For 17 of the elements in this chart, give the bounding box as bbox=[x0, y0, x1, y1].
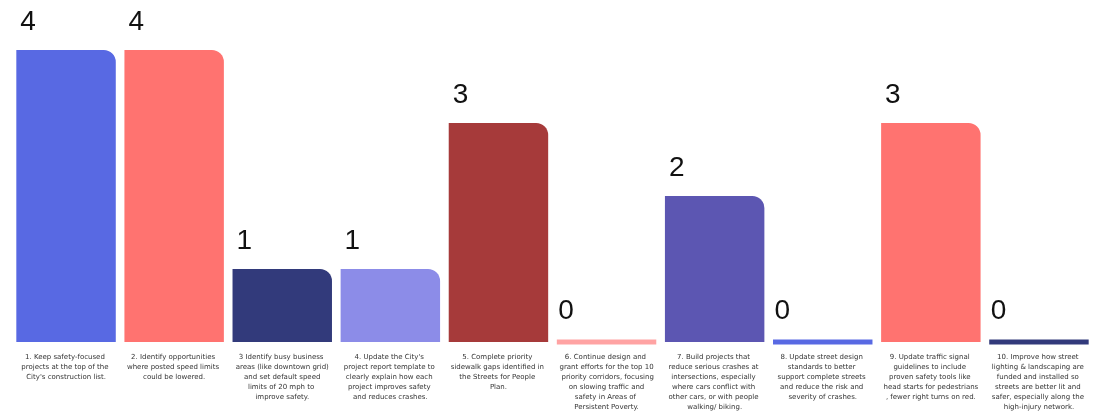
data-label: 4 bbox=[20, 4, 36, 36]
bar bbox=[664, 196, 765, 342]
data-label: 0 bbox=[990, 294, 1007, 325]
data-label: 3 bbox=[452, 77, 469, 109]
bar bbox=[232, 269, 332, 342]
data-label: 0 bbox=[774, 294, 791, 325]
bar bbox=[340, 269, 441, 342]
data-label: 0 bbox=[558, 294, 574, 325]
bar bbox=[881, 123, 981, 342]
data-label: 2 bbox=[668, 150, 685, 182]
bar bbox=[124, 50, 224, 342]
data-label: 1 bbox=[344, 223, 361, 255]
data-label: 3 bbox=[885, 77, 901, 109]
data-label: 1 bbox=[236, 223, 253, 255]
data-label: 4 bbox=[128, 4, 144, 36]
bar bbox=[448, 123, 549, 342]
bar bbox=[16, 50, 116, 342]
